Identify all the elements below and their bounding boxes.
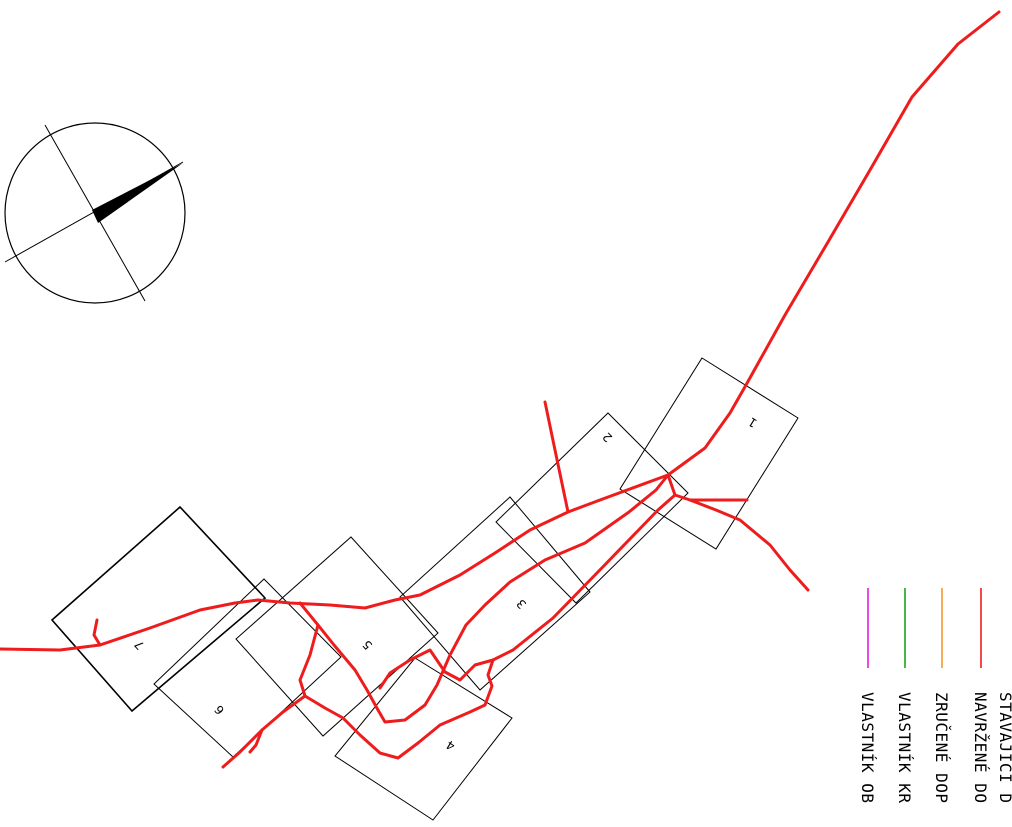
legend-item-proposed: NAVRŽENÉ DO xyxy=(971,588,990,803)
legend-label-owner-ob: VLASTNÍK OB xyxy=(858,692,877,803)
sheet-label-3: 3 xyxy=(514,596,529,611)
legend-item-cancelled: ZRUČENÉ DOP xyxy=(932,588,951,803)
legend-item-existing: STÁVAJÍCÍ D xyxy=(996,692,1012,803)
sheet-label-5: 5 xyxy=(360,637,376,652)
legend-label-existing: STÁVAJÍCÍ D xyxy=(996,692,1012,803)
legend-label-proposed: NAVRŽENÉ DO xyxy=(971,692,990,803)
sheet-label-1: 1 xyxy=(746,414,760,430)
north-arrow-icon xyxy=(4,122,186,304)
sheet-frame-5: 5 xyxy=(235,536,439,737)
sheet-label-2: 2 xyxy=(600,429,615,444)
sheet-label-7: 7 xyxy=(132,637,148,652)
sheet-frame-3: 3 xyxy=(399,496,591,691)
sheet-label-4: 4 xyxy=(444,737,458,753)
legend-item-owner-ob: VLASTNÍK OB xyxy=(858,588,877,803)
sheet-label-6: 6 xyxy=(212,702,228,717)
proposed-route-network xyxy=(0,10,1001,769)
legend: STÁVAJÍCÍ D NAVRŽENÉ DO ZRUČENÉ DOP VLAS… xyxy=(858,588,1012,803)
legend-item-owner-kr: VLASTNÍK KR xyxy=(895,588,914,803)
legend-label-owner-kr: VLASTNÍK KR xyxy=(895,692,914,803)
legend-label-cancelled: ZRUČENÉ DOP xyxy=(932,692,951,803)
